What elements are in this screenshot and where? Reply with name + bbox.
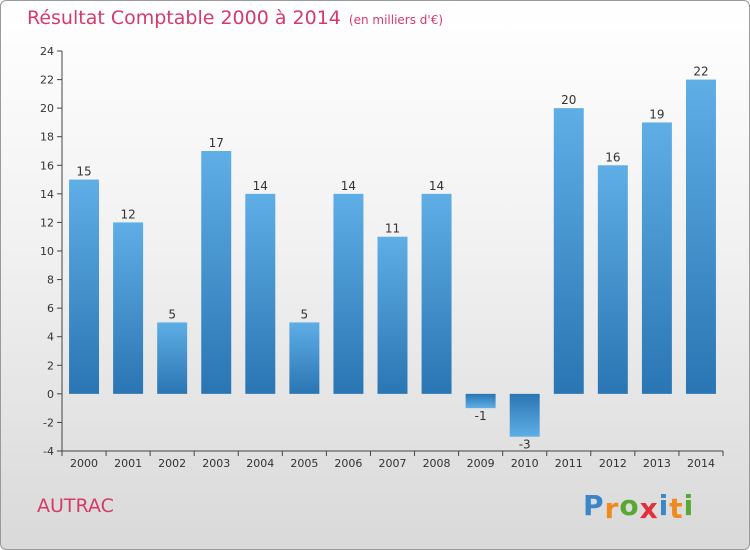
data-label: 22 [693,65,708,79]
x-tick-label: 2002 [158,457,186,470]
chart-title: Résultat Comptable 2000 à 2014 (en millie… [27,7,444,29]
data-label: 16 [605,150,620,164]
bar [421,193,452,394]
data-label: 11 [385,222,400,236]
y-tick-label: 16 [40,159,54,172]
logo-letter: P [583,489,605,522]
bar [157,322,188,394]
data-label: 19 [649,107,664,121]
x-tick-label: 2003 [202,457,230,470]
data-label: 12 [120,207,135,221]
y-tick-label: 4 [47,331,54,344]
bar [289,322,320,394]
chart-subtitle: (en milliers d'€) [348,13,444,27]
logo-letter: t [669,492,684,525]
bar [377,236,408,394]
x-tick-label: 2009 [467,457,495,470]
data-label: 5 [301,307,309,321]
y-tick-label: -4 [43,445,54,458]
x-tick-label: 2010 [511,457,539,470]
commune-name: AUTRAC [37,495,114,517]
bar [333,193,364,394]
x-tick-label: 2011 [555,457,583,470]
y-tick-label: -2 [43,416,54,429]
x-tick-label: 2013 [643,457,671,470]
logo-letter: r [604,492,620,525]
y-tick-label: 0 [47,388,54,401]
data-label: 17 [209,136,224,150]
data-label: 14 [429,179,444,193]
logo-letter: i [683,489,695,522]
x-tick-label: 2004 [246,457,274,470]
data-label: -1 [475,409,487,423]
logo-letter: i [658,489,670,522]
data-label: 20 [561,93,576,107]
bar [641,122,672,394]
bar [69,179,100,394]
y-tick-label: 24 [40,45,54,58]
y-tick-label: 14 [40,188,54,201]
proxiti-logo: Proxiti [583,489,695,525]
y-tick-label: 6 [47,302,54,315]
x-tick-label: 2000 [70,457,98,470]
bar [685,79,716,394]
x-tick-label: 2014 [687,457,715,470]
bar [465,393,496,409]
x-tick-label: 2006 [334,457,362,470]
data-label: 15 [76,165,91,179]
x-tick-label: 2008 [423,457,451,470]
bar [113,222,144,394]
logo-letter: x [639,492,659,525]
y-tick-label: 12 [40,216,54,229]
x-tick-label: 2012 [599,457,627,470]
y-tick-label: 10 [40,245,54,258]
x-tick-label: 2005 [290,457,318,470]
data-label: 14 [341,179,356,193]
bar [597,165,628,394]
y-tick-label: 2 [47,359,54,372]
y-tick-label: 20 [40,102,54,115]
data-label: 14 [253,179,268,193]
y-tick-label: 22 [40,74,54,87]
logo-letter: o [619,489,640,522]
y-tick-label: 8 [47,274,54,287]
x-tick-label: 2001 [114,457,142,470]
data-label: 5 [168,307,176,321]
bar [553,108,584,394]
x-tick-label: 2007 [379,457,407,470]
data-label: -3 [519,438,531,452]
bar [201,151,232,394]
bar [509,393,540,437]
y-tick-label: 18 [40,131,54,144]
bar [245,193,276,394]
